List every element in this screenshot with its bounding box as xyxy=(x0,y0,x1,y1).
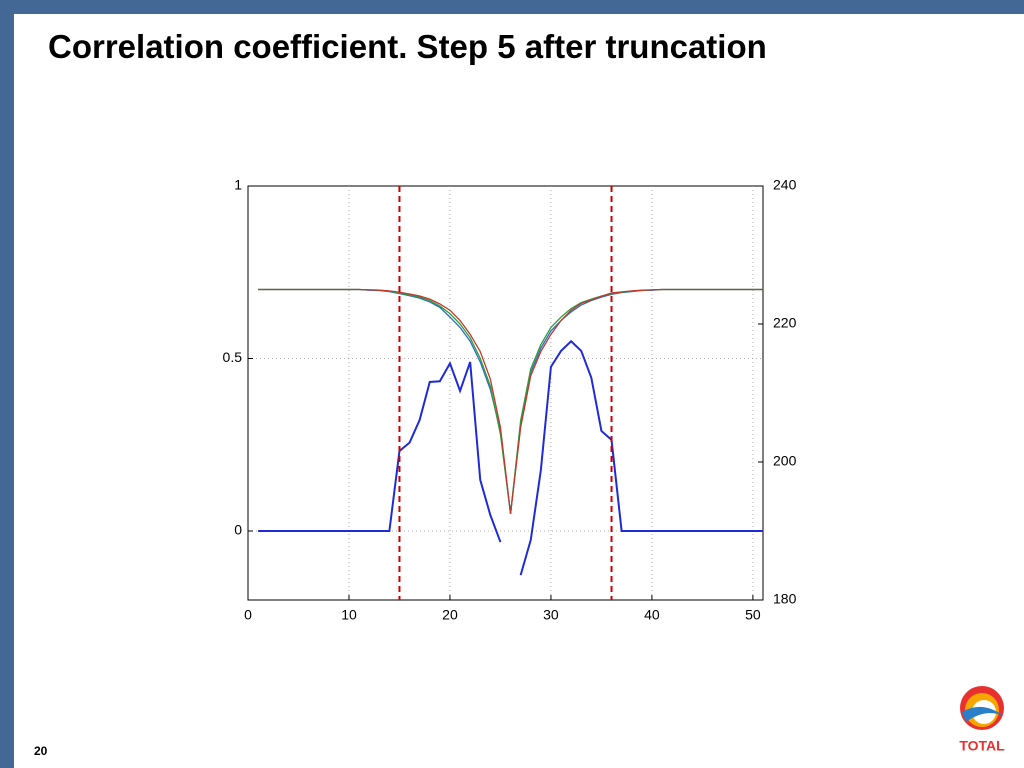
left-bar xyxy=(0,0,14,768)
y-tick-label: 1 xyxy=(234,177,242,193)
y2-tick-label: 180 xyxy=(773,591,797,607)
series-line xyxy=(258,339,763,576)
page-number: 20 xyxy=(34,744,48,758)
logo: TOTAL xyxy=(959,686,1005,754)
series-line xyxy=(258,288,763,514)
y2-tick-label: 240 xyxy=(773,177,797,193)
x-tick-label: 10 xyxy=(341,607,357,623)
top-bar xyxy=(0,0,1024,14)
series-line xyxy=(258,288,763,514)
plot-frame xyxy=(247,185,764,601)
y2-tick-label: 220 xyxy=(773,315,797,331)
y2-tick-label: 200 xyxy=(773,453,797,469)
x-tick-label: 0 xyxy=(244,607,252,623)
slide-title: Correlation coefficient. Step 5 after tr… xyxy=(48,28,767,65)
x-tick-label: 30 xyxy=(543,607,559,623)
x-tick-label: 40 xyxy=(644,607,660,623)
x-tick-label: 20 xyxy=(442,607,458,623)
x-tick-label: 50 xyxy=(745,607,761,623)
y-tick-label: 0 xyxy=(234,522,242,538)
logo-text: TOTAL xyxy=(959,738,1005,754)
y-tick-label: 0.5 xyxy=(223,349,243,365)
series-line xyxy=(258,288,763,514)
